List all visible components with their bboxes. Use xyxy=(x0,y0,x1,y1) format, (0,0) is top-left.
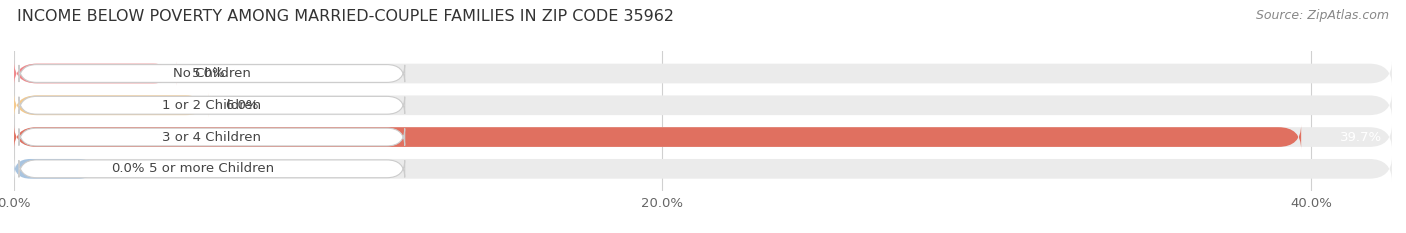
FancyBboxPatch shape xyxy=(14,156,1392,181)
FancyBboxPatch shape xyxy=(14,125,1301,149)
FancyBboxPatch shape xyxy=(14,93,1392,118)
Text: Source: ZipAtlas.com: Source: ZipAtlas.com xyxy=(1256,9,1389,22)
Text: 39.7%: 39.7% xyxy=(1340,130,1382,144)
FancyBboxPatch shape xyxy=(18,65,405,82)
FancyBboxPatch shape xyxy=(14,159,96,179)
FancyBboxPatch shape xyxy=(18,160,405,178)
FancyBboxPatch shape xyxy=(18,128,405,146)
Text: 5 or more Children: 5 or more Children xyxy=(149,162,274,175)
FancyBboxPatch shape xyxy=(14,125,1392,149)
FancyBboxPatch shape xyxy=(14,61,176,86)
FancyBboxPatch shape xyxy=(14,61,1392,86)
FancyBboxPatch shape xyxy=(14,93,208,118)
Text: 1 or 2 Children: 1 or 2 Children xyxy=(162,99,262,112)
FancyBboxPatch shape xyxy=(18,96,405,114)
Text: 5.0%: 5.0% xyxy=(193,67,226,80)
Text: INCOME BELOW POVERTY AMONG MARRIED-COUPLE FAMILIES IN ZIP CODE 35962: INCOME BELOW POVERTY AMONG MARRIED-COUPL… xyxy=(17,9,673,24)
Text: 3 or 4 Children: 3 or 4 Children xyxy=(162,130,262,144)
Text: 6.0%: 6.0% xyxy=(225,99,259,112)
Text: No Children: No Children xyxy=(173,67,250,80)
Text: 0.0%: 0.0% xyxy=(111,162,145,175)
